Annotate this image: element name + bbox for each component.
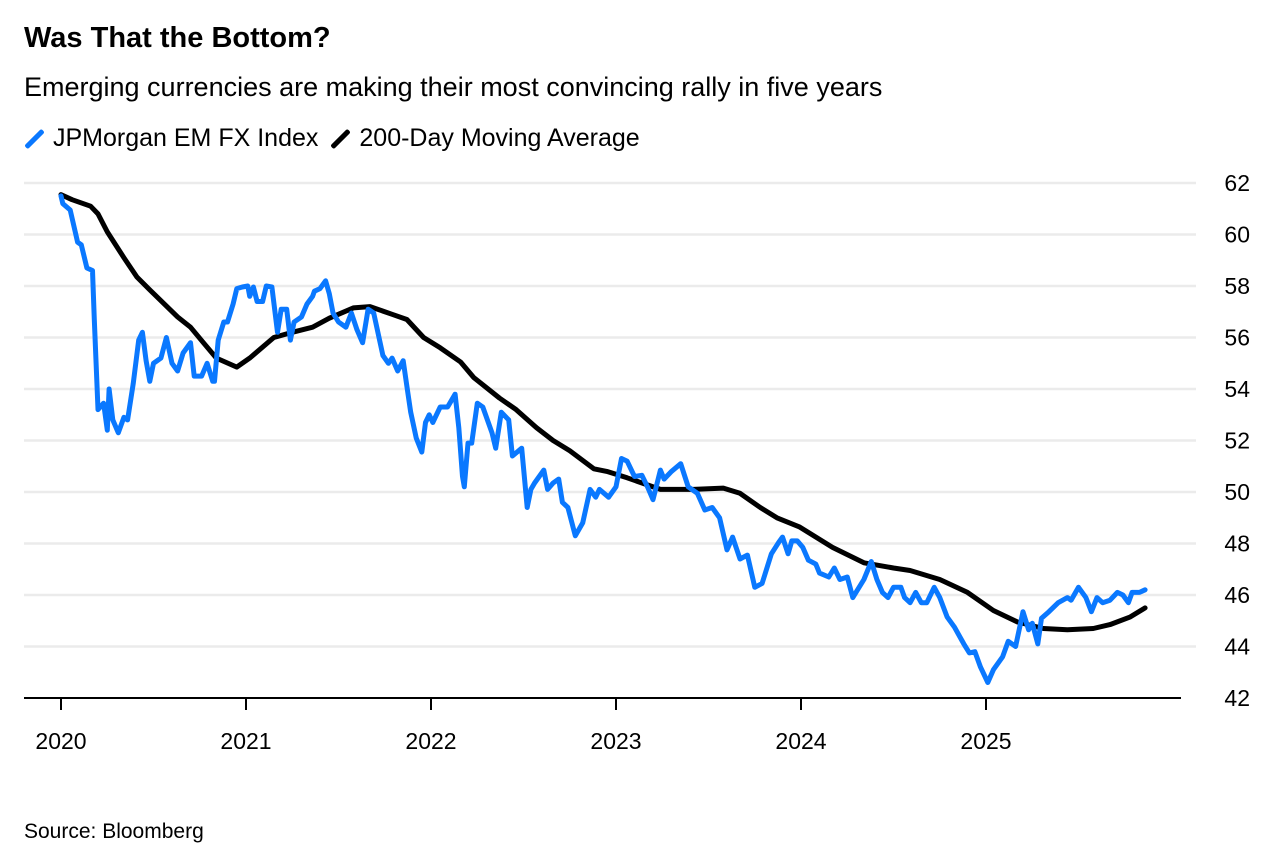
series-line-em-fx-index xyxy=(58,193,1148,685)
y-tick-label: 48 xyxy=(1224,531,1250,557)
series-lines xyxy=(58,192,1148,685)
y-tick-label: 52 xyxy=(1224,428,1250,454)
x-tick-label: 2022 xyxy=(405,728,456,754)
y-axis-ticks: 42 44 46 48 50 52 54 56 58 60 62 xyxy=(1224,170,1250,711)
y-tick-label: 44 xyxy=(1224,634,1250,660)
legend-item-moving-average: 200-Day Moving Average xyxy=(330,124,640,153)
legend-label: JPMorgan EM FX Index xyxy=(53,124,319,152)
chart-title: Was That the Bottom? xyxy=(24,22,331,54)
y-tick-label: 62 xyxy=(1224,170,1250,196)
chart-subtitle: Emerging currencies are making their mos… xyxy=(24,72,883,102)
series-line-moving-average xyxy=(58,192,1148,633)
legend: JPMorgan EM FX Index 200-Day Moving Aver… xyxy=(24,124,652,153)
x-tick-label: 2020 xyxy=(35,728,86,754)
x-tick-label: 2025 xyxy=(960,728,1011,754)
y-tick-label: 58 xyxy=(1224,273,1250,299)
source-note: Source: Bloomberg xyxy=(24,820,204,843)
y-tick-label: 50 xyxy=(1224,479,1250,505)
y-tick-label: 60 xyxy=(1224,222,1250,248)
x-tick-label: 2024 xyxy=(775,728,826,754)
y-tick-label: 56 xyxy=(1224,325,1250,351)
y-tick-label: 54 xyxy=(1224,376,1250,402)
x-tick-label: 2021 xyxy=(220,728,271,754)
legend-label: 200-Day Moving Average xyxy=(359,124,640,152)
y-tick-label: 46 xyxy=(1224,582,1250,608)
x-tick-label: 2023 xyxy=(590,728,641,754)
y-tick-label: 42 xyxy=(1224,685,1250,711)
legend-item-em-fx-index: JPMorgan EM FX Index xyxy=(24,124,318,153)
x-axis-ticks: 2020 2021 2022 2023 2024 2025 xyxy=(24,697,1181,754)
gridlines xyxy=(24,181,1196,648)
